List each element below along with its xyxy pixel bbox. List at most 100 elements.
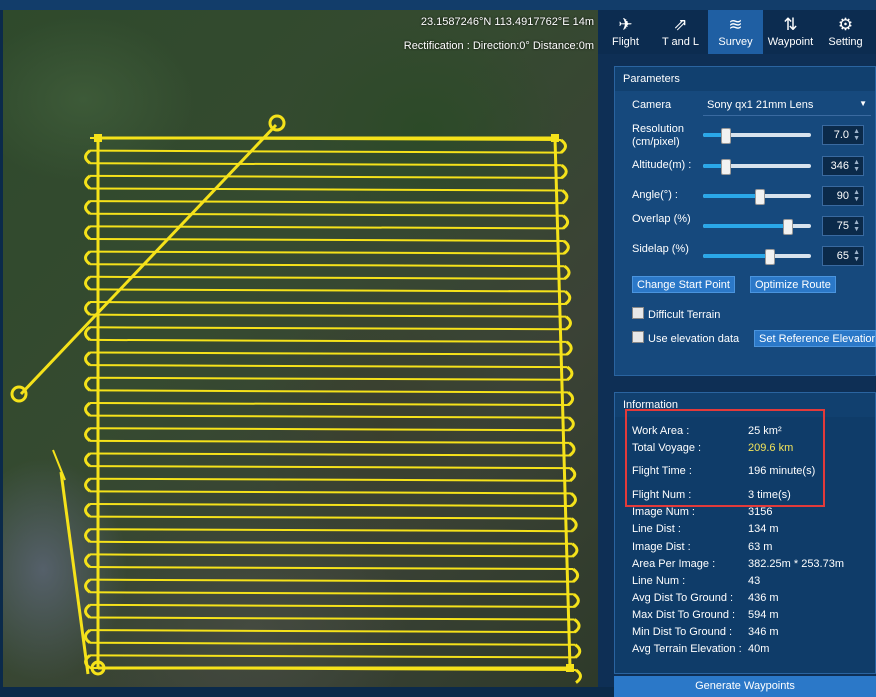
- tab-setting[interactable]: ⚙ Setting: [818, 10, 873, 54]
- parameters-title: Parameters: [615, 67, 875, 91]
- turn-loop-left: [84, 401, 91, 417]
- survey-line: [89, 351, 568, 356]
- survey-line: [89, 225, 564, 230]
- resolution-label: Resolution (cm/pixel): [632, 123, 684, 148]
- highlight-box: [625, 409, 825, 507]
- survey-line: [89, 578, 574, 583]
- spinner-arrows-icon[interactable]: ▲ ▼: [853, 219, 860, 233]
- resolution-value: 7.0: [833, 129, 849, 141]
- difficult-terrain-checkbox[interactable]: Difficult Terrain: [632, 307, 720, 321]
- tab-label: Setting: [828, 36, 863, 48]
- survey-line: [89, 616, 575, 621]
- waypoint-icon: ⇅: [783, 15, 798, 34]
- survey-line: [89, 591, 574, 596]
- turn-loop-right: [561, 189, 569, 205]
- tab-bar: ✈ Flight ⇗ T and L ≋ Survey ⇅ Waypoint ⚙…: [598, 10, 876, 54]
- turn-loop-left: [84, 250, 91, 266]
- change-start-point-button[interactable]: Change Start Point: [632, 276, 735, 293]
- turn-loop-right: [572, 593, 580, 609]
- survey-route: [10, 114, 582, 684]
- checkbox-box[interactable]: [632, 307, 644, 319]
- slider-handle[interactable]: [783, 219, 794, 235]
- angle-slider[interactable]: [703, 189, 811, 205]
- map-view[interactable]: 23.1587246°N 113.4917762°E 14m Rectifica…: [3, 10, 598, 687]
- altitude-row: Altitude(m) : 346 ▲ ▼: [615, 155, 876, 177]
- spinner-arrows-icon[interactable]: ▲ ▼: [853, 159, 860, 173]
- turn-loop-right: [573, 618, 581, 634]
- turn-loop-right: [560, 164, 568, 180]
- overlap-slider[interactable]: [703, 219, 811, 235]
- altitude-label: Altitude(m) :: [632, 159, 692, 171]
- tab-label: Flight: [612, 36, 639, 48]
- sidelap-slider[interactable]: [703, 249, 811, 265]
- slider-fill: [703, 133, 725, 137]
- sidelap-row: Sidelap (%) 65 ▲ ▼: [615, 241, 876, 269]
- survey-line: [89, 414, 569, 419]
- tab-label: Survey: [718, 36, 753, 48]
- top-strip: [0, 0, 876, 10]
- tab-survey[interactable]: ≋ Survey: [708, 10, 763, 54]
- tab-flight[interactable]: ✈ Flight: [598, 10, 653, 54]
- area-per-image-value: 382.25m * 253.73m: [748, 558, 845, 570]
- turn-loop-right: [567, 391, 575, 407]
- altitude-input[interactable]: 346 ▲ ▼: [822, 156, 864, 176]
- aircraft-icon: ✈: [618, 15, 633, 34]
- checkbox-box[interactable]: [632, 331, 644, 343]
- slider-handle[interactable]: [755, 189, 766, 205]
- survey-line: [89, 137, 562, 141]
- area-per-image-label: Area Per Image :: [632, 558, 716, 570]
- angle-input[interactable]: 90 ▲ ▼: [822, 186, 864, 206]
- survey-line: [89, 502, 572, 507]
- overlap-row: Overlap (%) 75 ▲ ▼: [615, 211, 876, 239]
- slider-handle[interactable]: [720, 159, 731, 175]
- survey-line: [89, 465, 571, 470]
- avg-elevation-value: 40m: [748, 643, 770, 655]
- turn-loop-right: [571, 542, 579, 558]
- turn-loop-left: [84, 603, 91, 619]
- sidelap-input[interactable]: 65 ▲ ▼: [822, 246, 864, 266]
- overlap-value: 75: [836, 220, 849, 232]
- tab-t-and-l[interactable]: ⇗ T and L: [653, 10, 708, 54]
- work-area-label: Work Area :: [632, 425, 690, 437]
- survey-line: [89, 667, 577, 671]
- spinner-arrows-icon[interactable]: ▲ ▼: [853, 128, 860, 142]
- turn-loop-left: [84, 553, 91, 569]
- resolution-slider[interactable]: [703, 128, 811, 144]
- turn-loop-left: [84, 502, 91, 518]
- altitude-slider[interactable]: [703, 159, 811, 175]
- survey-line: [89, 528, 573, 533]
- total-voyage-label: Total Voyage :: [632, 442, 702, 454]
- information-title: Information: [615, 393, 875, 417]
- slider-handle[interactable]: [764, 249, 775, 265]
- tab-waypoint[interactable]: ⇅ Waypoint: [763, 10, 818, 54]
- survey-line: [89, 326, 567, 331]
- turn-loop-right: [570, 517, 578, 533]
- use-elevation-checkbox[interactable]: Use elevation data: [632, 331, 739, 345]
- spinner-arrows-icon[interactable]: ▲ ▼: [853, 189, 860, 203]
- rectification-readout: Rectification : Direction:0° Distance:0m: [403, 40, 594, 52]
- overlap-label: Overlap (%): [632, 213, 691, 225]
- survey-line: [89, 477, 571, 482]
- turn-loop-left: [84, 300, 91, 316]
- overlap-input[interactable]: 75 ▲ ▼: [822, 216, 864, 236]
- optimize-route-button[interactable]: Optimize Route: [750, 276, 836, 293]
- camera-row: Camera Sony qx1 21mm Lens ▼: [615, 97, 876, 117]
- turn-loop-right: [572, 567, 580, 583]
- survey-line: [89, 553, 573, 558]
- survey-line: [89, 603, 575, 608]
- home-point: [10, 385, 28, 403]
- turn-loop-right: [560, 138, 567, 154]
- max-dist-value: 594 m: [748, 609, 779, 621]
- slider-handle[interactable]: [720, 128, 731, 144]
- survey-line: [89, 338, 567, 343]
- survey-line: [89, 629, 575, 634]
- line-num-label: Line Num :: [632, 575, 686, 587]
- avg-elevation-label: Avg Terrain Elevation :: [632, 643, 742, 655]
- spinner-arrows-icon[interactable]: ▲ ▼: [853, 249, 860, 263]
- set-reference-elevation-button[interactable]: Set Reference Elevation: [754, 330, 876, 347]
- camera-select[interactable]: Sony qx1 21mm Lens ▼: [703, 97, 871, 116]
- resolution-input[interactable]: 7.0 ▲ ▼: [822, 125, 864, 145]
- side-panel: ✈ Flight ⇗ T and L ≋ Survey ⇅ Waypoint ⚙…: [598, 10, 876, 697]
- turn-loop-left: [84, 351, 91, 367]
- slider-fill: [703, 194, 760, 198]
